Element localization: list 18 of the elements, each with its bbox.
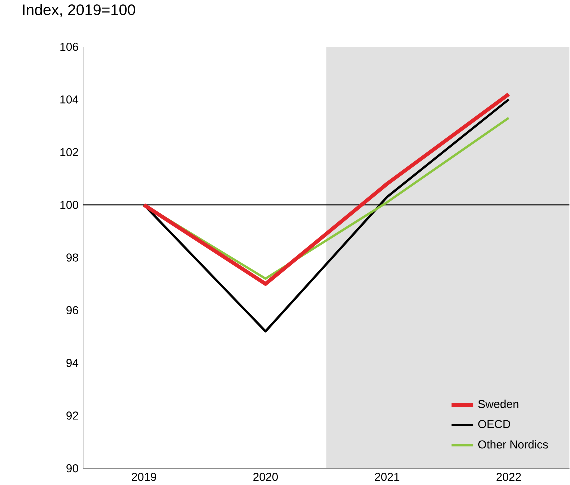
x-tick-label: 2022 [496, 472, 522, 481]
x-tick-label: 2021 [375, 472, 400, 481]
y-tick-label: 90 [66, 464, 78, 472]
y-tick-label: 96 [66, 306, 78, 314]
y-tick-label: 92 [66, 412, 78, 420]
y-tick-label: 98 [66, 254, 78, 262]
x-tick-label: 2020 [254, 472, 278, 481]
legend-label: Other Nordics [478, 440, 548, 449]
legend-label: OECD [478, 420, 510, 428]
legend-label: Sweden [478, 400, 519, 408]
y-tick-label: 94 [66, 358, 79, 368]
y-tick-label: 102 [60, 148, 78, 156]
y-tick-label: 106 [60, 42, 78, 51]
y-tick-label: 100 [60, 200, 78, 209]
y-axis-title: Index, 2019=100 [23, 4, 136, 18]
y-tick-label: 104 [60, 95, 79, 104]
x-tick-label: 2019 [132, 472, 156, 481]
line-series [142, 92, 511, 286]
